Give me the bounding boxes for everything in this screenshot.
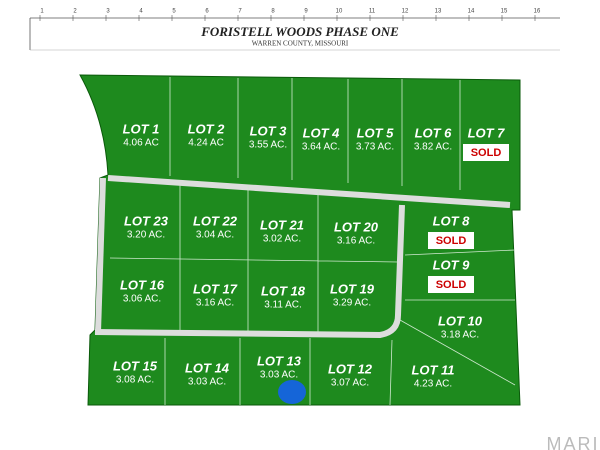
- ruler-label: 11: [369, 9, 376, 15]
- ruler-label: 14: [468, 9, 475, 15]
- lot-label: LOT 1: [123, 121, 160, 136]
- sold-label: SOLD: [436, 279, 467, 291]
- ruler-label: 2: [73, 9, 77, 15]
- ruler-label: 6: [205, 9, 209, 15]
- lot-acreage: 3.06 AC.: [123, 294, 161, 305]
- ruler-label: 5: [172, 9, 176, 15]
- lot-label: LOT 13: [257, 353, 302, 368]
- lot-acreage: 3.55 AC.: [249, 140, 287, 151]
- lot-acreage: 3.16 AC.: [337, 236, 375, 247]
- road: [95, 177, 106, 333]
- watermark: MARIS: [546, 434, 600, 450]
- lot-label: LOT 7: [468, 125, 506, 140]
- lot-acreage: 3.07 AC.: [331, 378, 369, 389]
- sold-label: SOLD: [471, 147, 502, 159]
- ruler-label: 1: [40, 9, 44, 15]
- ruler-label: 3: [106, 9, 110, 15]
- road: [94, 204, 405, 339]
- lot-label: LOT 3: [250, 123, 288, 138]
- ruler-label: 15: [501, 9, 508, 15]
- lot-acreage: 4.23 AC.: [414, 379, 452, 390]
- lot-label: LOT 14: [185, 360, 230, 375]
- lot-acreage: 3.08 AC.: [116, 375, 154, 386]
- lot-acreage: 3.29 AC.: [333, 298, 371, 309]
- ruler-label: 8: [271, 9, 275, 15]
- lot-acreage: 3.18 AC.: [441, 330, 479, 341]
- lot-label: LOT 21: [260, 217, 304, 232]
- lot-acreage: 3.64 AC.: [302, 142, 340, 153]
- lot-label: LOT 5: [357, 125, 395, 140]
- subdivision: [79, 74, 521, 406]
- lot-acreage: 3.03 AC.: [188, 377, 226, 388]
- lot-label: LOT 19: [330, 281, 375, 296]
- lot-acreage: 3.03 AC.: [260, 370, 298, 381]
- lot-label: LOT 6: [415, 125, 453, 140]
- ruler-label: 9: [304, 9, 308, 15]
- lot-label: LOT 2: [188, 121, 226, 136]
- lot-label: LOT 10: [438, 313, 483, 328]
- road: [107, 175, 511, 208]
- lot-acreage: 3.02 AC.: [263, 234, 301, 245]
- lot-label: LOT 20: [334, 219, 379, 234]
- lot-label: LOT 15: [113, 358, 158, 373]
- ruler-label: 7: [238, 9, 242, 15]
- lot-acreage: 3.16 AC.: [196, 298, 234, 309]
- ruler-label: 16: [534, 9, 541, 15]
- lot-acreage: 3.73 AC.: [356, 142, 394, 153]
- lot-acreage: 3.82 AC.: [414, 142, 452, 153]
- sold-badge: [428, 276, 474, 293]
- lot-acreage: 3.20 AC.: [127, 230, 165, 241]
- lot-label: LOT 18: [261, 283, 306, 298]
- ruler-label: 13: [435, 9, 442, 15]
- ruler-label: 4: [139, 9, 143, 15]
- lot-label: LOT 12: [328, 361, 373, 376]
- ruler-label: 12: [402, 9, 409, 15]
- title: FORISTELL WOODS PHASE ONE: [200, 24, 399, 39]
- lot-acreage: 3.04 AC.: [196, 230, 234, 241]
- lot-label: LOT 16: [120, 277, 165, 292]
- sold-label: SOLD: [436, 235, 467, 247]
- lot-label: LOT 23: [124, 213, 169, 228]
- lot-label: LOT 22: [193, 213, 238, 228]
- ruler-label: 10: [336, 9, 343, 15]
- lot-label: LOT 8: [433, 213, 471, 228]
- lot-acreage: 4.24 AC: [188, 138, 224, 149]
- lot-label: LOT 17: [193, 281, 238, 296]
- lot-label: LOT 4: [303, 125, 341, 140]
- lot-label: LOT 11: [411, 362, 454, 377]
- sold-badge: [428, 232, 474, 249]
- lot-lines: [109, 77, 516, 406]
- lot-label: LOT 9: [433, 257, 471, 272]
- sold-badge: [463, 144, 509, 161]
- pond: [278, 380, 306, 404]
- lot-acreage: 3.11 AC.: [264, 300, 302, 311]
- subtitle: WARREN COUNTY, MISSOURI: [252, 40, 349, 48]
- lot-acreage: 4.06 AC: [123, 138, 159, 149]
